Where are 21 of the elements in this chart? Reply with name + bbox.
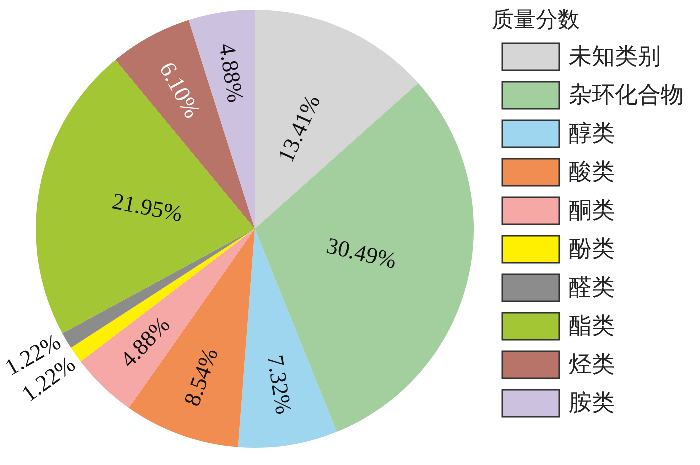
data-label: 30.49% xyxy=(324,233,400,274)
legend-label: 胺类 xyxy=(569,390,615,416)
legend-label: 酮类 xyxy=(569,198,615,224)
data-label: 7.32% xyxy=(262,353,297,416)
data-label: 8.54% xyxy=(179,345,224,410)
pie-slice xyxy=(255,10,418,229)
data-label: 21.95% xyxy=(110,188,185,227)
pie-slice xyxy=(80,229,255,408)
data-label: 4.88% xyxy=(214,42,248,104)
legend-label: 未知类别 xyxy=(569,44,661,70)
legend-title: 质量分数 xyxy=(492,8,580,33)
data-label: 13.41% xyxy=(273,91,326,166)
legend-label: 杂环化合物 xyxy=(569,82,684,108)
legend-label: 酸类 xyxy=(569,160,615,186)
pie-slice xyxy=(255,83,474,432)
legend-label: 醇类 xyxy=(569,121,615,147)
legend-label: 酯类 xyxy=(569,314,615,340)
legend-label: 酚类 xyxy=(569,236,615,262)
data-label: 6.10% xyxy=(154,58,206,122)
legend-label: 醛类 xyxy=(569,275,615,301)
legend-label: 烃类 xyxy=(569,352,615,378)
